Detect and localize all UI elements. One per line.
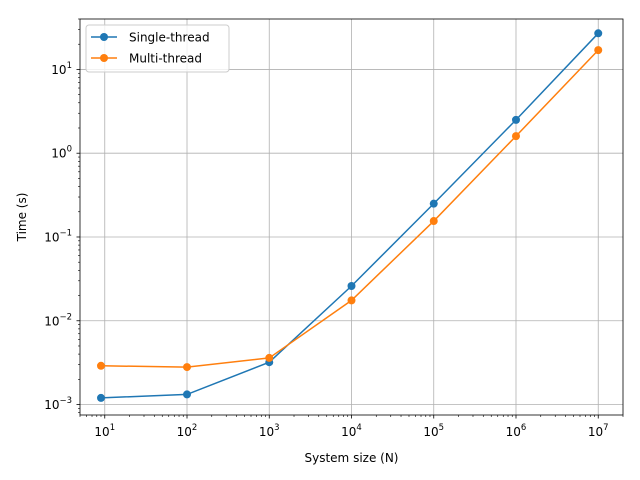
multi-thread-point: [347, 296, 356, 305]
y-tick-label: 100: [51, 145, 72, 161]
legend: Single-thread Multi-thread: [85, 24, 230, 73]
y-tick-label: 10−3: [44, 396, 72, 412]
legend-multi-thread-marker: [100, 54, 108, 62]
multi-thread-point: [429, 217, 438, 226]
x-axis-label: System size (N): [305, 451, 399, 465]
single-thread-point: [594, 29, 603, 38]
x-tick-label: 101: [94, 423, 115, 439]
tick-layer: 101 102 103 104 105 106 107 10−3 10−2 10−1 100 101: [44, 18, 624, 439]
x-tick-label: 106: [506, 423, 527, 439]
multi-thread-point: [265, 353, 274, 362]
grid-layer: [80, 19, 623, 415]
x-tick-label: 102: [177, 423, 198, 439]
legend-multi-thread-label: Multi-thread: [129, 52, 202, 66]
x-tick-label: 105: [423, 423, 444, 439]
multi-thread-point: [96, 361, 105, 370]
x-tick-label: 104: [341, 423, 362, 439]
x-tick-label: 103: [259, 423, 280, 439]
multi-thread-point: [183, 363, 192, 372]
x-tick-label: 107: [588, 423, 609, 439]
y-tick-label: 101: [51, 61, 72, 77]
multi-thread-point: [511, 132, 520, 141]
single-thread-point: [347, 281, 356, 290]
y-tick-label: 10−2: [44, 312, 72, 328]
single-thread-point: [183, 390, 192, 399]
y-axis-label: Time (s): [15, 193, 29, 243]
series-layer: [96, 29, 603, 402]
y-tick-label: 10−1: [44, 228, 72, 244]
multi-thread-point: [594, 46, 603, 55]
single-thread-point: [96, 393, 105, 402]
legend-single-thread-label: Single-thread: [129, 31, 210, 45]
legend-single-thread-marker: [100, 33, 108, 41]
single-thread-point: [429, 199, 438, 208]
single-thread-point: [511, 115, 520, 124]
legend-box: [85, 24, 230, 73]
